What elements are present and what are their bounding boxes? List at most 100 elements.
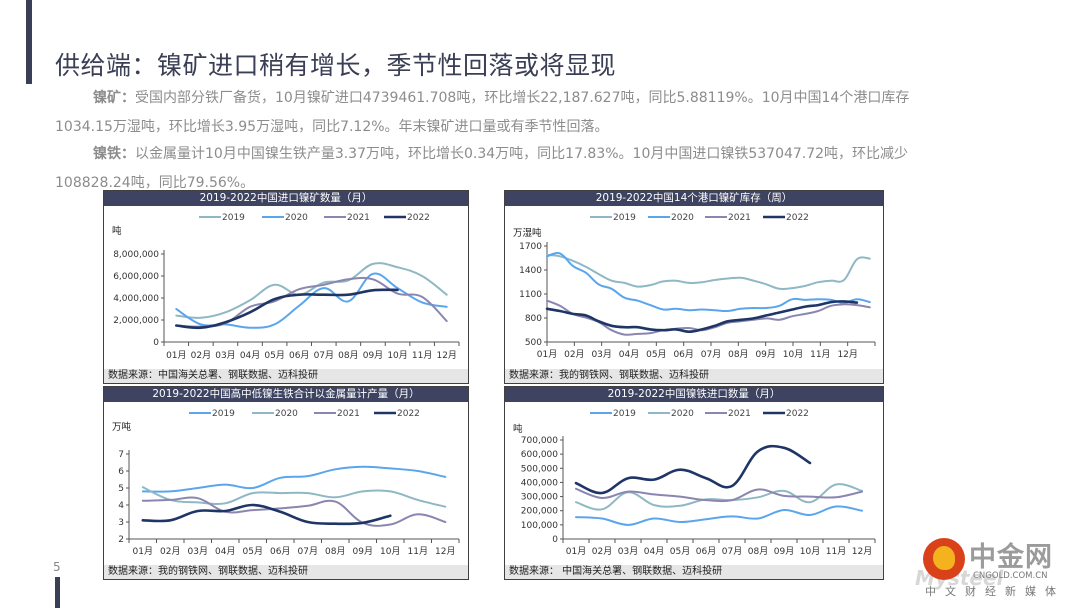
- y-tick-label: 4,000,000: [113, 294, 159, 304]
- x-tick-label: 05月: [264, 350, 284, 361]
- series-line-2020: [141, 486, 447, 508]
- x-tick-label: 08月: [728, 349, 748, 360]
- series-line-2019: [546, 253, 871, 291]
- series-line-2021: [141, 496, 447, 527]
- x-tick-label: 07月: [298, 546, 318, 557]
- x-tick-label: 03月: [591, 349, 611, 360]
- chart-port-inventory: 2019-2022中国14个港口镍矿库存（周） 万湿吨 2019 2020 2021 2…: [504, 190, 884, 384]
- legend-label-2020: 2020: [671, 213, 694, 223]
- x-tick-label: 10月: [783, 349, 803, 360]
- x-tick-label: 05月: [243, 546, 263, 557]
- x-tick-label: 02月: [592, 546, 612, 557]
- x-tick-label: 09月: [363, 350, 383, 361]
- y-axis-unit: 万吨: [112, 421, 132, 433]
- x-tick-label: 07月: [314, 350, 334, 361]
- x-tick-label: 04月: [619, 349, 639, 360]
- x-tick-label: 07月: [701, 349, 721, 360]
- x-tick-label: 04月: [215, 546, 235, 557]
- x-tick-label: 04月: [644, 546, 664, 557]
- series-line-2019: [175, 262, 448, 319]
- chart-title: 2019-2022中国进口镍矿数量（月）: [104, 191, 468, 206]
- y-tick-label: 0: [153, 338, 159, 348]
- x-tick-label: 12月: [852, 546, 872, 557]
- x-tick-label: 09月: [353, 546, 373, 557]
- legend-label-2019: 2019: [212, 409, 235, 419]
- series-line-2021: [175, 276, 448, 328]
- chart-title: 2019-2022中国镍铁进口数量（月）: [505, 387, 883, 402]
- paragraph-text: 1034.15万湿吨，环比增长3.95万湿吨，同比7.12%。年末镍矿进口量或有…: [55, 119, 609, 135]
- y-tick-label: 2: [118, 535, 124, 545]
- legend-label-2022: 2022: [786, 409, 809, 419]
- chart-ferronickel-imports: 2019-2022中国镍铁进口数量（月） 吨 2019 2020 2021 2022 0 1…: [504, 386, 884, 580]
- x-tick-label: 10月: [380, 546, 400, 557]
- series-line-2022: [574, 444, 812, 495]
- y-axis-unit: 万湿吨: [513, 227, 542, 239]
- x-tick-label: 04月: [240, 350, 260, 361]
- y-tick-label: 300,000: [521, 493, 558, 503]
- accent-bar-top: [26, 0, 32, 84]
- legend-label-2022: 2022: [407, 213, 430, 223]
- y-tick-label: 4: [118, 501, 124, 511]
- chart-plot: 万吨 2019 2020 2021 2022 2 3 4 5 6 7 01月 02月 03月 04月 05月 0…: [112, 409, 460, 557]
- x-tick-label: 02月: [564, 349, 584, 360]
- series-line-2021: [575, 487, 863, 503]
- y-tick-label: 3: [118, 518, 124, 528]
- y-tick-label: 7: [118, 450, 124, 460]
- y-tick-label: 500: [525, 338, 542, 348]
- x-tick-label: 11月: [408, 546, 428, 557]
- chart-title: 2019-2022中国高中低镍生铁合计以金属量计产量（月）: [104, 387, 468, 402]
- accent-bar-bottom: [55, 577, 60, 608]
- series-line-2019: [575, 505, 863, 526]
- y-tick-label: 1400: [519, 266, 542, 276]
- y-tick-label: 100,000: [521, 521, 558, 531]
- x-tick-label: 10月: [387, 350, 407, 361]
- series-line-2019: [141, 465, 447, 493]
- y-tick-label: 2,000,000: [113, 316, 159, 326]
- page-number: 5: [53, 560, 61, 574]
- y-tick-label: 8,000,000: [113, 250, 159, 260]
- y-tick-label: 200,000: [521, 507, 558, 517]
- series-line-2022: [175, 288, 399, 330]
- logo-icon: [923, 538, 965, 580]
- legend-label-2021: 2021: [337, 409, 360, 419]
- x-tick-label: 11月: [826, 546, 846, 557]
- y-tick-label: 6: [118, 467, 124, 477]
- y-tick-label: 1100: [519, 290, 542, 300]
- legend-label-2019: 2019: [613, 213, 636, 223]
- x-tick-label: 01月: [537, 349, 557, 360]
- x-tick-label: 11月: [810, 349, 830, 360]
- x-tick-label: 07月: [722, 546, 742, 557]
- y-tick-label: 800: [525, 314, 542, 324]
- paragraph-text: 108828.24吨，同比79.56%。: [55, 175, 255, 191]
- x-tick-label: 06月: [673, 349, 693, 360]
- chart-source: 数据来源： 中国海关总署、钢联数据、迈科投研: [505, 565, 883, 579]
- y-tick-label: 500,000: [521, 464, 558, 474]
- legend-label-2022: 2022: [397, 409, 420, 419]
- legend-label-2021: 2021: [728, 213, 751, 223]
- x-tick-label: 11月: [412, 350, 432, 361]
- paragraph-label: 镍铁：: [93, 146, 135, 162]
- chart-nickel-ore-imports: 2019-2022中国进口镍矿数量（月） 吨 2019 2020 2021 2022 0 2…: [103, 190, 469, 384]
- paragraph-nickel-ore: 镍矿：受国内部分铁厂备货，10月镍矿进口4739461.708吨，环比增长22,…: [55, 84, 1055, 142]
- chart-title: 2019-2022中国14个港口镍矿库存（周）: [505, 191, 883, 206]
- y-tick-label: 400,000: [521, 478, 558, 488]
- x-tick-label: 08月: [748, 546, 768, 557]
- x-tick-label: 08月: [338, 350, 358, 361]
- chart-plot: 吨 2019 2020 2021 2022 0 100,000 200,000 300,000 4…: [513, 409, 876, 557]
- x-tick-label: 05月: [646, 349, 666, 360]
- x-tick-label: 12月: [436, 350, 456, 361]
- y-tick-label: 5: [118, 484, 124, 494]
- page-title: 供给端：镍矿进口稍有增长，季节性回落或将显现: [55, 51, 617, 80]
- x-tick-label: 01月: [166, 350, 186, 361]
- x-tick-label: 01月: [133, 546, 153, 557]
- legend-label-2019: 2019: [613, 409, 636, 419]
- legend-label-2019: 2019: [222, 213, 245, 223]
- y-axis-unit: 吨: [513, 423, 523, 435]
- chart-source: 数据来源：我的钢铁网、钢联数据、迈科投研: [505, 369, 883, 383]
- series-line-2020: [175, 272, 448, 329]
- chart-plot: 吨 2019 2020 2021 2022 0 2,000,000 4,000,000 6,00…: [112, 213, 460, 361]
- x-tick-label: 06月: [289, 350, 309, 361]
- chart-npi-production: 2019-2022中国高中低镍生铁合计以金属量计产量（月） 万吨 2019 2020…: [103, 386, 469, 580]
- y-tick-label: 1700: [519, 242, 542, 252]
- y-tick-label: 700,000: [521, 436, 558, 446]
